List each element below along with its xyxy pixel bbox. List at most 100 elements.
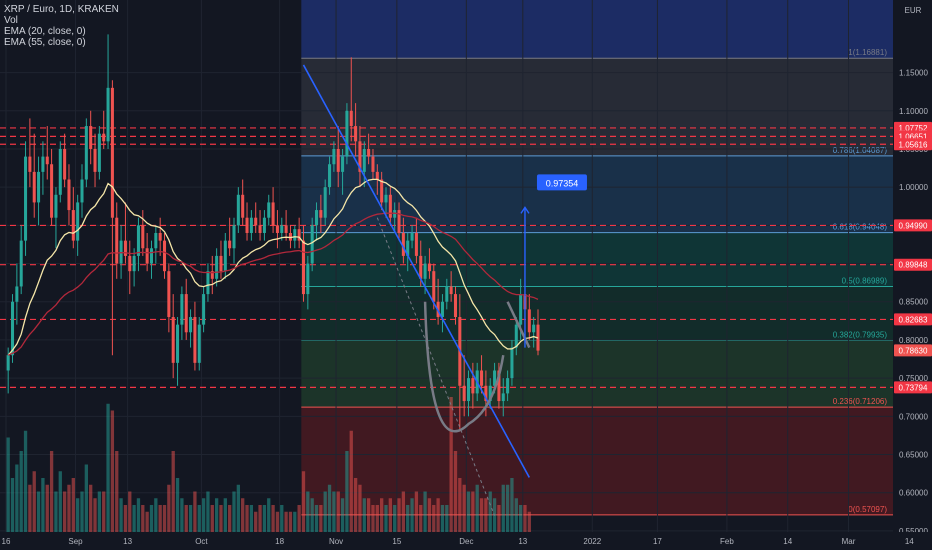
fib-label: 0.236(0.71206) bbox=[833, 397, 888, 406]
volume-bar bbox=[241, 498, 245, 532]
candle-body bbox=[510, 347, 514, 379]
candle-body bbox=[288, 232, 292, 241]
price-level-label: 0.89848 bbox=[899, 261, 928, 270]
candle-body bbox=[115, 217, 119, 264]
volume-bar bbox=[62, 491, 67, 532]
candle-body bbox=[210, 271, 214, 279]
time-tick: Feb bbox=[720, 537, 734, 546]
volume-bar bbox=[80, 491, 84, 532]
volume-bar bbox=[306, 491, 310, 532]
volume-bar bbox=[180, 498, 184, 532]
volume-bar bbox=[475, 484, 479, 532]
time-tick: 17 bbox=[653, 537, 662, 546]
time-axis-bg bbox=[0, 532, 932, 550]
fib-zone bbox=[301, 407, 893, 515]
candle-body bbox=[401, 232, 405, 256]
candle-body bbox=[449, 286, 453, 295]
volume-bar bbox=[466, 491, 471, 532]
volume-bar bbox=[193, 491, 197, 532]
fib-zone-top bbox=[301, 0, 893, 59]
current-price-tag bbox=[894, 344, 932, 357]
candle-body bbox=[419, 255, 423, 279]
volume-bar bbox=[445, 505, 449, 532]
price-level-tag bbox=[894, 219, 932, 232]
legend-ema55[interactable]: EMA (55, close, 0) bbox=[4, 37, 86, 48]
legend-ema20[interactable]: EMA (20, close, 0) bbox=[4, 26, 86, 37]
volume-bar bbox=[340, 498, 345, 532]
volume-bar bbox=[327, 484, 332, 532]
ema-lines bbox=[7, 178, 539, 356]
volume-bar bbox=[10, 478, 15, 532]
time-axis[interactable]: 16 Sep 13 Oct 18 Nov 15 Dec 13 2022 17 Feb 14 Mar 14 bbox=[0, 532, 932, 550]
price-level-label: 0.73794 bbox=[899, 383, 928, 392]
volume-bar bbox=[449, 397, 453, 532]
volume-bar bbox=[280, 505, 284, 532]
price-level-label: 1.07752 bbox=[899, 124, 928, 133]
candle-body bbox=[254, 217, 258, 226]
legend-symbol[interactable]: XRP / Euro, 1D, KRAKEN bbox=[4, 4, 119, 15]
volume-bar bbox=[336, 491, 340, 532]
price-axis[interactable]: EUR1.150001.100001.050001.000000.950000.… bbox=[893, 0, 932, 550]
volume-bar bbox=[106, 403, 110, 532]
candle-body bbox=[406, 240, 410, 256]
candle-body bbox=[32, 171, 36, 203]
legend-vol[interactable]: Vol bbox=[4, 15, 18, 26]
price-level-tag bbox=[894, 381, 932, 394]
volume-bar bbox=[471, 491, 475, 532]
volume-bar bbox=[214, 498, 219, 532]
price-tick: 0.65000 bbox=[899, 451, 928, 460]
price-level-tag bbox=[894, 258, 932, 271]
price-level-tag bbox=[894, 313, 932, 326]
volume-bar bbox=[136, 498, 141, 532]
candle-body bbox=[245, 217, 249, 233]
volume-bar bbox=[145, 511, 149, 532]
candle-body bbox=[358, 141, 362, 172]
candle-body bbox=[380, 179, 384, 203]
volume-bar bbox=[119, 498, 123, 532]
candle-body bbox=[154, 232, 158, 249]
time-tick: Dec bbox=[459, 537, 473, 546]
volume-bar bbox=[71, 478, 75, 532]
volume-bar bbox=[510, 478, 514, 532]
volume-bar bbox=[393, 505, 397, 532]
candle-body bbox=[341, 156, 345, 172]
fib-zone bbox=[301, 286, 893, 341]
candle-body bbox=[414, 232, 418, 256]
price-level-label: 1.06651 bbox=[899, 132, 928, 141]
current-price-label: 0.78630 bbox=[899, 346, 928, 355]
chart-legend: XRP / Euro, 1D, KRAKEN Vol EMA (20, clos… bbox=[4, 4, 119, 48]
candle-body bbox=[306, 263, 310, 295]
volume-bar bbox=[419, 505, 423, 532]
fib-label: 0.382(0.79935) bbox=[833, 330, 888, 339]
volume-bar bbox=[271, 505, 275, 532]
volume-bar bbox=[32, 471, 36, 532]
volume-bar bbox=[132, 505, 136, 532]
volume-bar bbox=[453, 451, 458, 532]
time-tick: Sep bbox=[68, 537, 83, 546]
volume-bar bbox=[93, 498, 97, 532]
candle-body bbox=[310, 225, 314, 264]
volume-bar bbox=[76, 498, 80, 532]
volume-bar bbox=[36, 491, 41, 532]
candle-body bbox=[280, 225, 284, 233]
volume-bar bbox=[154, 498, 158, 532]
volume-bar bbox=[97, 491, 102, 532]
candle-body bbox=[19, 240, 23, 287]
volume-bar bbox=[293, 511, 297, 532]
volume-bar bbox=[228, 505, 232, 532]
fib-label: 0.5(0.86989) bbox=[842, 277, 888, 286]
candle-body bbox=[423, 263, 427, 279]
candle-body bbox=[527, 309, 531, 333]
candle-body bbox=[371, 156, 375, 172]
candle-body bbox=[328, 164, 332, 188]
candle-body bbox=[336, 148, 340, 172]
volume-bar bbox=[128, 491, 132, 532]
volume-bar bbox=[366, 498, 371, 532]
volume-bar bbox=[219, 505, 223, 532]
price-tick: 0.60000 bbox=[899, 489, 928, 498]
candle-body bbox=[58, 148, 62, 195]
volume-bar bbox=[297, 505, 301, 532]
candle-body bbox=[514, 324, 518, 348]
currency-label: EUR bbox=[905, 6, 922, 15]
